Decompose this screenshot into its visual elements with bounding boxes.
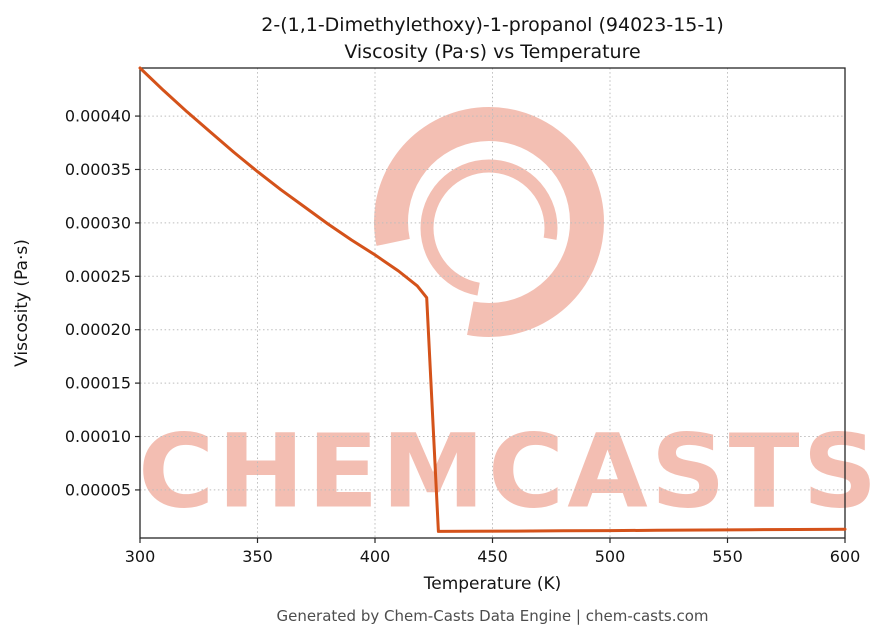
y-tick-label: 0.00030 xyxy=(65,213,131,232)
y-tick-label: 0.00025 xyxy=(65,267,131,286)
x-tick-label: 550 xyxy=(712,547,743,566)
x-tick-label: 450 xyxy=(477,547,508,566)
x-axis-label: Temperature (K) xyxy=(423,574,562,594)
y-tick-label: 0.00005 xyxy=(65,480,131,499)
plot-border xyxy=(139,67,846,539)
x-tick-label: 400 xyxy=(360,547,391,566)
footer-credit: Generated by Chem-Casts Data Engine | ch… xyxy=(276,607,709,625)
chart-title-line1: 2-(1,1-Dimethylethoxy)-1-propanol (94023… xyxy=(261,14,724,36)
chart-title-line2: Viscosity (Pa·s) vs Temperature xyxy=(344,40,641,63)
y-tick-label: 0.00015 xyxy=(65,374,131,393)
series-line-viscosity xyxy=(138,66,847,533)
x-tick-label: 300 xyxy=(125,547,156,566)
x-tick-label: 350 xyxy=(242,547,273,566)
y-tick-label: 0.00035 xyxy=(65,160,131,179)
x-tick-label: 600 xyxy=(830,547,861,566)
y-tick-label: 0.00040 xyxy=(65,107,131,126)
y-axis-label: Viscosity (Pa·s) xyxy=(12,239,32,367)
chart-title: 2-(1,1-Dimethylethoxy)-1-propanol (94023… xyxy=(140,12,845,66)
y-tick-label: 0.00020 xyxy=(65,320,131,339)
y-tick-label: 0.00010 xyxy=(65,427,131,446)
x-tick-label: 500 xyxy=(595,547,626,566)
